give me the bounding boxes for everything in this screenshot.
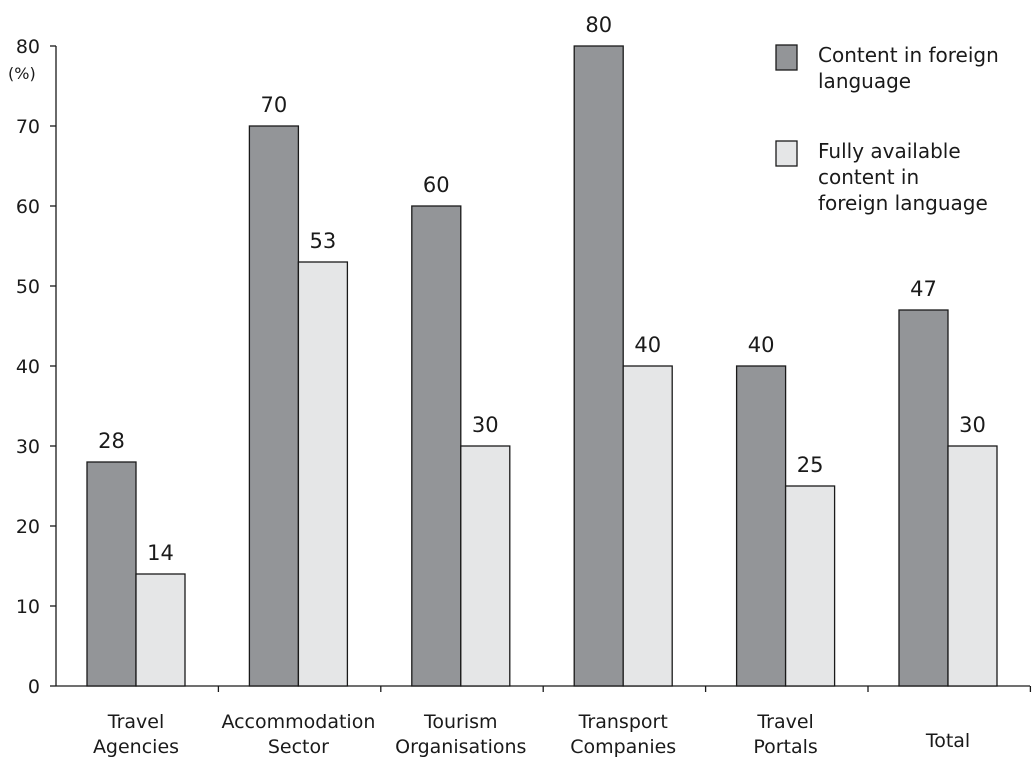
x-category-label: Portals xyxy=(753,736,818,758)
y-tick-label: 80 xyxy=(16,36,40,58)
bar-value-label: 47 xyxy=(910,277,937,301)
bars xyxy=(86,45,998,687)
legend-label-series-2: content in xyxy=(818,165,919,189)
x-category-label: Total xyxy=(925,730,970,752)
legend-swatch-series-1 xyxy=(775,44,798,71)
legend-label-series-1: language xyxy=(818,69,911,93)
data-labels: 28 14 70 53 60 30 80 40 40 25 47 30 xyxy=(98,13,986,565)
y-tick-label: 40 xyxy=(16,356,40,378)
bar-value-label: 53 xyxy=(310,229,337,253)
x-category-label: Travel xyxy=(756,711,813,733)
y-tick-label: 10 xyxy=(16,596,40,618)
y-tick-label: 70 xyxy=(16,116,40,138)
y-axis-unit-label: (%) xyxy=(8,64,36,83)
x-category-label: Travel xyxy=(107,711,164,733)
bar-series-2 xyxy=(622,365,673,687)
bar-series-2 xyxy=(947,445,998,687)
bar-value-label: 30 xyxy=(472,413,499,437)
bar-series-1 xyxy=(248,125,300,687)
y-tick-label: 0 xyxy=(28,676,40,698)
legend-label-series-2: foreign language xyxy=(818,191,988,215)
bar-value-label: 70 xyxy=(261,93,288,117)
y-tick-label: 30 xyxy=(16,436,40,458)
bar-value-label: 60 xyxy=(423,173,450,197)
legend-label-series-1: Content in foreign xyxy=(818,43,999,67)
bar-value-label: 25 xyxy=(797,453,824,477)
bar-series-2 xyxy=(135,573,186,687)
bar-series-1 xyxy=(86,461,137,687)
y-tick-label: 20 xyxy=(16,516,40,538)
x-category-label: Companies xyxy=(570,736,676,758)
x-category-label: Organisations xyxy=(395,736,526,758)
bar-series-1 xyxy=(898,309,949,687)
bar-series-1 xyxy=(735,365,787,687)
x-category-label: Accommodation xyxy=(221,711,375,733)
bar-value-label: 30 xyxy=(959,413,986,437)
bar-series-1 xyxy=(573,45,624,687)
x-category-label: Agencies xyxy=(93,736,179,758)
x-category-label: Tourism xyxy=(423,711,498,733)
legend-swatch-series-2 xyxy=(775,140,798,167)
legend-label-series-2: Fully available xyxy=(818,139,961,163)
y-tick-label: 50 xyxy=(16,276,40,298)
bar-series-2 xyxy=(460,445,511,687)
bar-value-label: 14 xyxy=(147,541,174,565)
bar-value-label: 40 xyxy=(634,333,661,357)
x-category-label: Transport xyxy=(578,711,668,733)
bar-series-2 xyxy=(297,261,349,687)
bar-series-1 xyxy=(411,205,462,687)
bar-series-2 xyxy=(784,485,836,687)
bar-value-label: 80 xyxy=(585,13,612,37)
x-category-label: Sector xyxy=(268,736,329,758)
bar-value-label: 40 xyxy=(748,333,775,357)
y-tick-label: 60 xyxy=(16,196,40,218)
axes: 0 10 20 30 40 50 60 70 80 (%) Travel Agencies Accomm… xyxy=(8,36,1032,758)
bar-value-label: 28 xyxy=(98,429,125,453)
